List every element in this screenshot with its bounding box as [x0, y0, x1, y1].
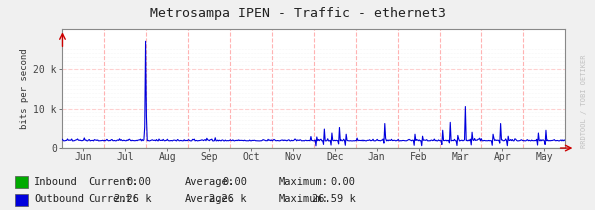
- Text: RRDTOOL / TOBI OETIKER: RRDTOOL / TOBI OETIKER: [581, 54, 587, 148]
- Text: Metrosampa IPEN - Traffic - ethernet3: Metrosampa IPEN - Traffic - ethernet3: [149, 7, 446, 20]
- Text: Current:: Current:: [88, 194, 138, 205]
- Text: 2.26 k: 2.26 k: [114, 194, 152, 205]
- Text: Average:: Average:: [184, 194, 234, 205]
- Text: 0.00: 0.00: [222, 177, 247, 187]
- Y-axis label: bits per second: bits per second: [20, 49, 29, 129]
- Text: Maximum:: Maximum:: [278, 177, 328, 187]
- Text: 0.00: 0.00: [331, 177, 356, 187]
- Text: Outbound: Outbound: [34, 194, 84, 205]
- Text: Maximum:: Maximum:: [278, 194, 328, 205]
- Text: Current:: Current:: [88, 177, 138, 187]
- Text: 2.26 k: 2.26 k: [209, 194, 247, 205]
- Text: Inbound: Inbound: [34, 177, 78, 187]
- Text: Average:: Average:: [184, 177, 234, 187]
- Text: 0.00: 0.00: [127, 177, 152, 187]
- Text: 26.59 k: 26.59 k: [312, 194, 356, 205]
